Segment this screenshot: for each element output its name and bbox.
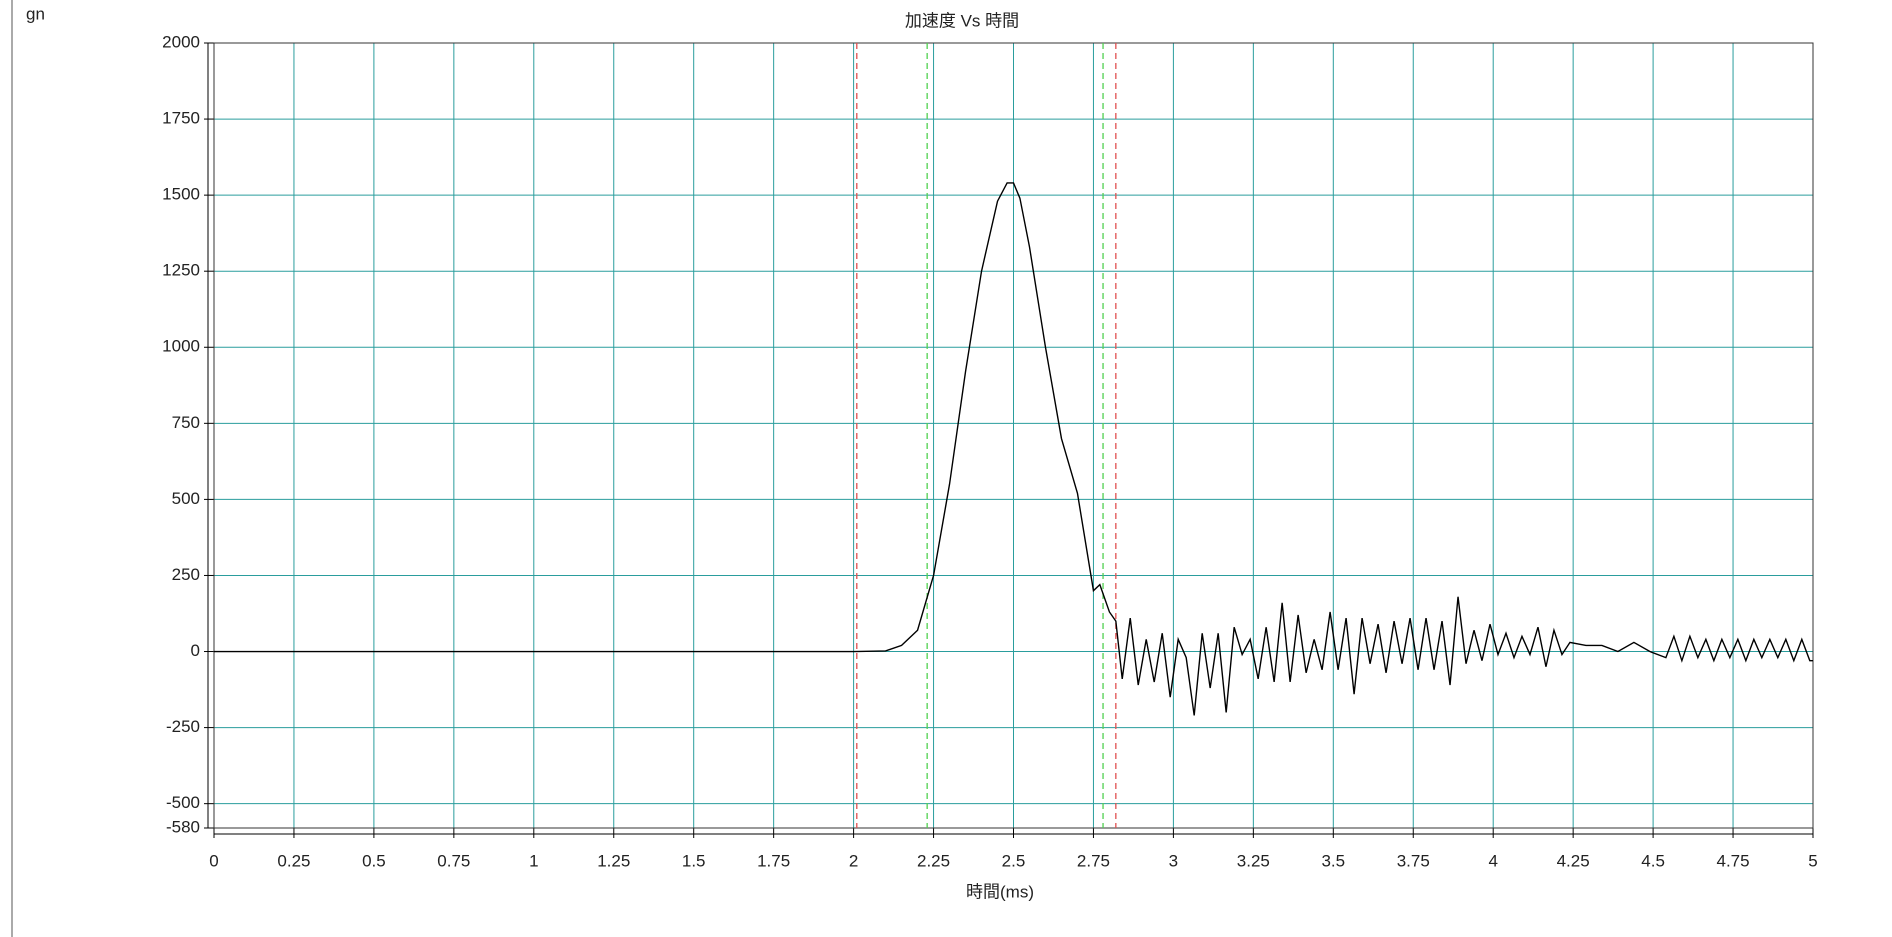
chart-title: 加速度 Vs 時間 (905, 11, 1019, 30)
y-tick-label: 250 (172, 565, 200, 584)
x-tick-label: 0.75 (437, 851, 470, 870)
y-tick-label: -250 (166, 717, 200, 736)
x-tick-label: 2 (849, 851, 858, 870)
y-tick-label: -580 (166, 817, 200, 836)
y-tick-label: 1500 (162, 185, 200, 204)
x-tick-label: 3.5 (1321, 851, 1345, 870)
y-tick-label: 750 (172, 413, 200, 432)
x-tick-label: 4.25 (1557, 851, 1590, 870)
x-tick-label: 3.75 (1397, 851, 1430, 870)
y-tick-label: 500 (172, 489, 200, 508)
x-tick-label: 2.75 (1077, 851, 1110, 870)
y-axis-label: gn (26, 4, 45, 23)
x-tick-label: 2.25 (917, 851, 950, 870)
x-axis-label: 時間(ms) (966, 882, 1034, 901)
x-tick-label: 1.25 (597, 851, 630, 870)
x-tick-label: 4 (1488, 851, 1497, 870)
x-tick-label: 1 (529, 851, 538, 870)
x-tick-label: 0 (209, 851, 218, 870)
data-line (214, 182, 1813, 716)
x-tick-label: 4.75 (1717, 851, 1750, 870)
x-tick-label: 4.5 (1641, 851, 1665, 870)
x-tick-label: 0.5 (362, 851, 386, 870)
x-tick-label: 0.25 (277, 851, 310, 870)
y-tick-label: 1750 (162, 109, 200, 128)
y-tick-label: -500 (166, 793, 200, 812)
plot-frame (213, 42, 1814, 829)
y-tick-label: 1000 (162, 337, 200, 356)
x-tick-label: 2.5 (1002, 851, 1026, 870)
x-tick-label: 5 (1808, 851, 1817, 870)
y-tick-label: 2000 (162, 32, 200, 51)
x-tick-label: 1.5 (682, 851, 706, 870)
x-tick-label: 3 (1169, 851, 1178, 870)
y-tick-label: 1250 (162, 261, 200, 280)
x-tick-label: 1.75 (757, 851, 790, 870)
y-tick-label: 0 (191, 641, 200, 660)
x-tick-label: 3.25 (1237, 851, 1270, 870)
